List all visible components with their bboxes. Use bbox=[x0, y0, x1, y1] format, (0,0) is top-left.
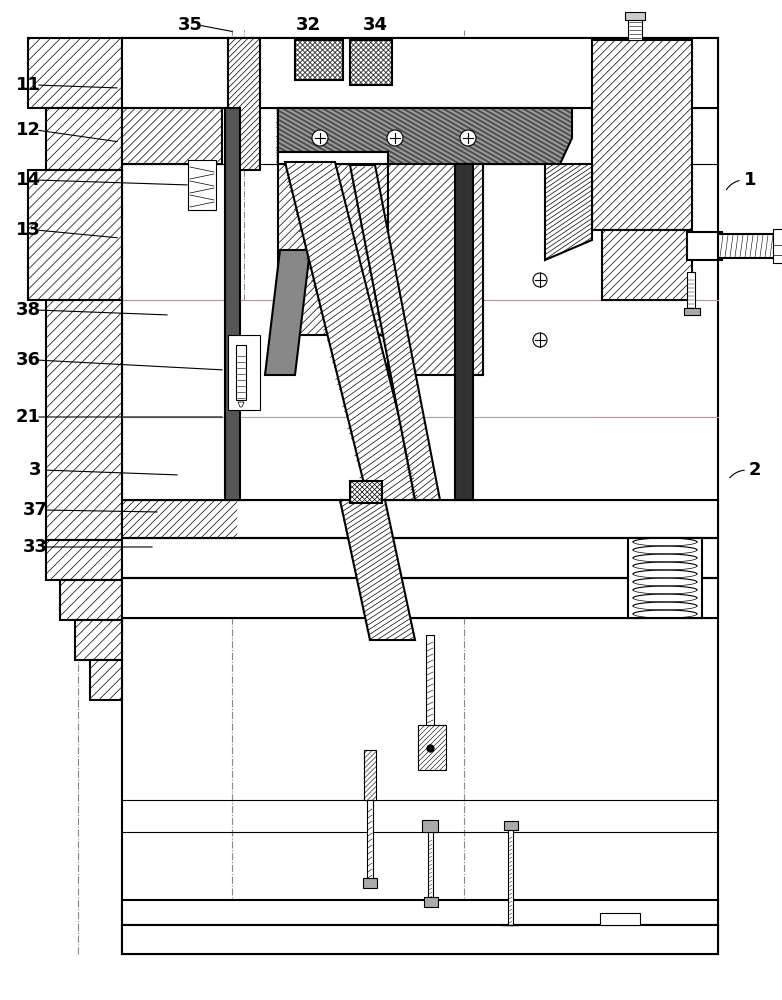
Text: 35: 35 bbox=[178, 16, 203, 34]
Circle shape bbox=[460, 130, 476, 146]
Polygon shape bbox=[90, 660, 122, 700]
Bar bbox=[628, 18, 642, 40]
Bar bbox=[455, 164, 473, 500]
Polygon shape bbox=[545, 164, 592, 260]
Bar bbox=[718, 234, 782, 258]
Text: 37: 37 bbox=[23, 501, 48, 519]
Text: 11: 11 bbox=[16, 76, 41, 94]
Text: 2: 2 bbox=[748, 461, 761, 479]
Circle shape bbox=[312, 130, 328, 146]
Bar bbox=[122, 578, 718, 618]
Circle shape bbox=[533, 273, 547, 287]
Bar bbox=[278, 164, 388, 335]
Text: 32: 32 bbox=[296, 16, 321, 34]
Bar bbox=[687, 272, 695, 310]
Bar bbox=[228, 335, 260, 410]
Bar bbox=[228, 38, 260, 170]
Bar bbox=[687, 232, 722, 260]
Polygon shape bbox=[340, 500, 415, 640]
Bar bbox=[122, 500, 718, 538]
Bar bbox=[350, 40, 392, 85]
Polygon shape bbox=[278, 108, 572, 164]
Bar bbox=[295, 40, 343, 80]
Bar bbox=[363, 878, 377, 888]
Circle shape bbox=[387, 130, 403, 146]
Bar bbox=[122, 538, 718, 578]
Bar bbox=[225, 108, 240, 500]
Text: 34: 34 bbox=[363, 16, 388, 34]
Bar bbox=[592, 40, 692, 230]
Bar bbox=[684, 308, 700, 315]
Bar bbox=[424, 897, 438, 907]
Bar bbox=[773, 229, 782, 263]
Text: 14: 14 bbox=[16, 171, 41, 189]
Polygon shape bbox=[46, 108, 122, 170]
Polygon shape bbox=[46, 300, 122, 540]
Text: 12: 12 bbox=[16, 121, 41, 139]
Polygon shape bbox=[46, 540, 122, 580]
Bar bbox=[188, 160, 216, 210]
Bar bbox=[418, 725, 446, 770]
Bar bbox=[364, 750, 376, 800]
Bar bbox=[625, 12, 645, 20]
Bar bbox=[122, 900, 718, 925]
Bar bbox=[122, 108, 222, 164]
Bar bbox=[278, 152, 388, 164]
Bar bbox=[508, 825, 513, 925]
Text: 3: 3 bbox=[29, 461, 41, 479]
Polygon shape bbox=[60, 580, 122, 620]
Bar bbox=[426, 635, 434, 725]
Text: 33: 33 bbox=[23, 538, 48, 556]
Text: 36: 36 bbox=[16, 351, 41, 369]
Bar bbox=[504, 821, 518, 830]
Bar bbox=[602, 230, 692, 300]
Bar bbox=[428, 832, 433, 900]
Polygon shape bbox=[238, 402, 244, 407]
Polygon shape bbox=[265, 250, 310, 375]
Bar bbox=[628, 538, 702, 618]
Polygon shape bbox=[350, 165, 440, 500]
Bar bbox=[236, 345, 246, 400]
Text: 1: 1 bbox=[744, 171, 756, 189]
Bar bbox=[367, 800, 373, 880]
Text: 38: 38 bbox=[16, 301, 41, 319]
Bar bbox=[350, 481, 382, 503]
Polygon shape bbox=[28, 38, 122, 108]
Polygon shape bbox=[75, 620, 122, 660]
Bar bbox=[422, 820, 438, 832]
Polygon shape bbox=[285, 162, 420, 500]
Bar bbox=[122, 38, 718, 954]
Bar bbox=[600, 913, 640, 925]
Polygon shape bbox=[28, 170, 122, 300]
Bar bbox=[122, 38, 718, 108]
Bar bbox=[122, 925, 718, 954]
Circle shape bbox=[533, 333, 547, 347]
Text: 21: 21 bbox=[16, 408, 41, 426]
Bar bbox=[388, 164, 483, 375]
Text: 13: 13 bbox=[16, 221, 41, 239]
